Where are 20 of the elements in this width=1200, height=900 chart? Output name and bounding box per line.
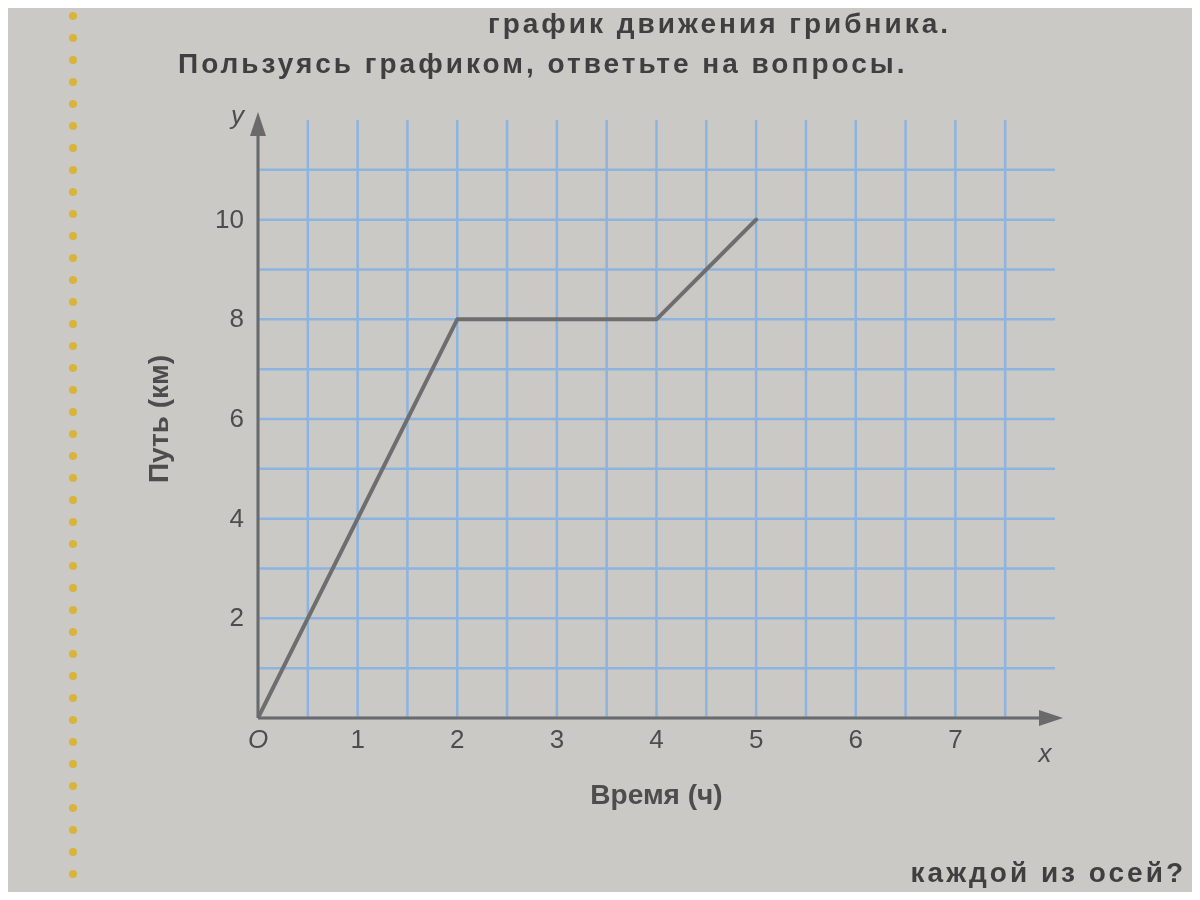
y-tick-label: 6 xyxy=(229,403,244,433)
y-axis-title: Путь (км) xyxy=(142,354,174,484)
y-tick-label: 2 xyxy=(229,602,244,633)
x-tick-label: 6 xyxy=(848,724,863,754)
x-tick-label: 5 xyxy=(748,724,764,754)
y-tick-label: 4 xyxy=(229,502,244,533)
x-tick-label: 4 xyxy=(649,724,664,754)
x-tick-label: O xyxy=(247,724,269,754)
x-tick-label: 1 xyxy=(350,724,365,754)
x-axis-title: Время (ч) xyxy=(590,779,723,810)
chart-title: график движения грибника. xyxy=(488,8,952,40)
y-tick-label: 8 xyxy=(229,303,244,334)
x-tick-label: 7 xyxy=(948,724,963,754)
x-tick-label: 3 xyxy=(549,724,565,754)
text: x xyxy=(1036,738,1053,768)
x-tick-label: 2 xyxy=(450,724,465,754)
text: y xyxy=(229,100,246,130)
y-tick-label: 10 xyxy=(215,203,244,234)
text: каждой из осей? xyxy=(910,857,1186,888)
chart-subtitle: Пользуясь графиком, ответьте на вопросы. xyxy=(178,48,908,80)
